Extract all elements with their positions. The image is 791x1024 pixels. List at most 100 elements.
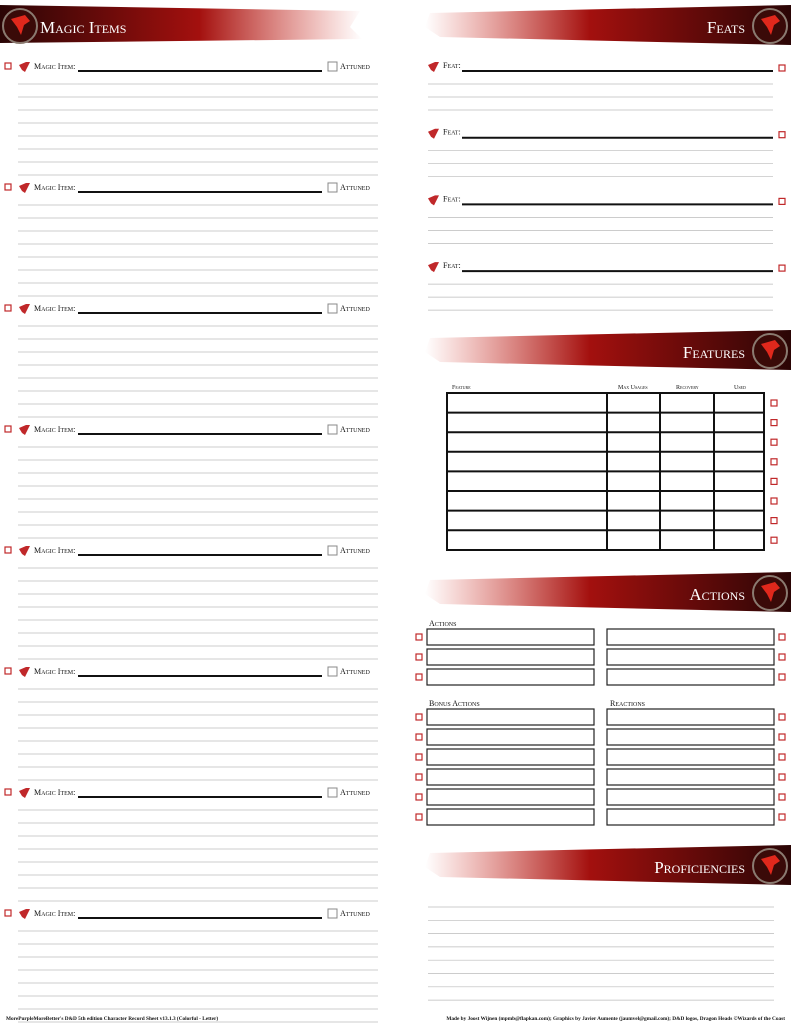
attuned-box[interactable] [327, 424, 338, 435]
checkbox[interactable] [415, 813, 423, 821]
checkbox[interactable] [770, 536, 778, 544]
action-field[interactable] [606, 648, 775, 666]
checkbox[interactable] [778, 64, 786, 72]
checkbox[interactable] [770, 477, 778, 485]
banner [425, 330, 791, 370]
checkbox[interactable] [778, 264, 786, 272]
action-field[interactable] [606, 808, 775, 826]
actions-label: Actions [429, 619, 456, 628]
item-label: Magic Item: [34, 62, 75, 71]
action-field[interactable] [426, 628, 595, 646]
checkbox[interactable] [778, 713, 786, 721]
banner [425, 845, 791, 885]
checkbox[interactable] [778, 793, 786, 801]
checkbox[interactable] [4, 788, 12, 796]
action-field[interactable] [426, 648, 595, 666]
dragon-head [761, 15, 780, 35]
section-icon [428, 262, 439, 273]
action-field[interactable] [426, 708, 595, 726]
attuned-box[interactable] [327, 182, 338, 193]
action-field[interactable] [606, 708, 775, 726]
attuned-box[interactable] [327, 787, 338, 798]
section-title: Feats [707, 18, 745, 37]
attuned-label: Attuned [340, 183, 370, 192]
attuned-label: Attuned [340, 909, 370, 918]
feat-label: Feat: [443, 194, 461, 203]
checkbox[interactable] [778, 131, 786, 139]
checkbox[interactable] [4, 304, 12, 312]
attuned-label: Attuned [340, 667, 370, 676]
section-title: Actions [689, 585, 745, 604]
action-field[interactable] [606, 628, 775, 646]
checkbox[interactable] [770, 419, 778, 427]
table-header: Feature [452, 385, 471, 391]
dragon-head [11, 15, 30, 35]
attuned-box[interactable] [327, 303, 338, 314]
checkbox[interactable] [778, 653, 786, 661]
checkbox[interactable] [415, 713, 423, 721]
attuned-label: Attuned [340, 788, 370, 797]
checkbox[interactable] [778, 733, 786, 741]
section-title: Proficiencies [654, 858, 745, 877]
checkbox[interactable] [770, 399, 778, 407]
checkbox[interactable] [4, 183, 12, 191]
attuned-box[interactable] [327, 908, 338, 919]
feat-label: Feat: [443, 61, 461, 70]
checkbox[interactable] [4, 667, 12, 675]
action-field[interactable] [426, 668, 595, 686]
checkbox[interactable] [778, 813, 786, 821]
section-icon [19, 425, 30, 435]
checkbox[interactable] [415, 793, 423, 801]
bonus-label: Bonus Actions [429, 699, 480, 708]
attuned-label: Attuned [340, 425, 370, 434]
action-field[interactable] [606, 768, 775, 786]
checkbox[interactable] [415, 753, 423, 761]
checkbox[interactable] [770, 438, 778, 446]
table-header: Recovery [676, 385, 699, 391]
checkbox[interactable] [415, 733, 423, 741]
section-icon [19, 788, 30, 798]
checkbox[interactable] [415, 773, 423, 781]
action-field[interactable] [426, 728, 595, 746]
checkbox[interactable] [415, 673, 423, 681]
section-icon [19, 62, 30, 72]
checkbox[interactable] [415, 653, 423, 661]
checkbox[interactable] [4, 425, 12, 433]
attuned-box[interactable] [327, 545, 338, 556]
action-field[interactable] [426, 808, 595, 826]
checkbox[interactable] [778, 773, 786, 781]
checkbox[interactable] [415, 633, 423, 641]
attuned-label: Attuned [340, 546, 370, 555]
attuned-box[interactable] [327, 61, 338, 72]
action-field[interactable] [606, 748, 775, 766]
checkbox[interactable] [4, 62, 12, 70]
checkbox[interactable] [4, 546, 12, 554]
action-field[interactable] [426, 788, 595, 806]
section-icon [19, 304, 30, 314]
checkbox[interactable] [770, 516, 778, 525]
action-field[interactable] [606, 788, 775, 806]
checkbox[interactable] [4, 909, 12, 917]
action-field[interactable] [426, 768, 595, 786]
section-title: Magic Items [40, 18, 126, 37]
action-field[interactable] [426, 748, 595, 766]
action-field[interactable] [606, 668, 775, 686]
checkbox[interactable] [770, 458, 778, 466]
section-title: Features [683, 343, 745, 362]
footer-right: Made by Joost Wijnen (mpmb@flapkan.com);… [446, 1015, 785, 1022]
checkbox[interactable] [778, 197, 786, 205]
section-icon [428, 62, 439, 72]
checkbox[interactable] [770, 497, 778, 505]
checkbox[interactable] [778, 753, 786, 761]
attuned-box[interactable] [327, 666, 338, 677]
section-icon [19, 183, 30, 193]
item-label: Magic Item: [34, 183, 75, 192]
banner [425, 5, 791, 45]
checkbox[interactable] [778, 673, 786, 681]
section-icon [428, 195, 439, 206]
section-icon [19, 909, 30, 919]
checkbox[interactable] [778, 633, 786, 641]
item-label: Magic Item: [34, 425, 75, 434]
action-field[interactable] [606, 728, 775, 746]
